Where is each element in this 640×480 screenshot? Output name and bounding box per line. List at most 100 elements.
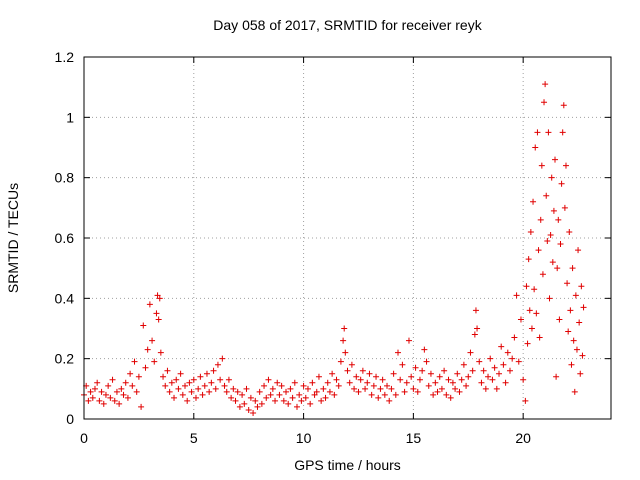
data-point xyxy=(541,99,548,106)
data-point xyxy=(146,301,153,308)
data-point xyxy=(272,397,279,404)
data-point xyxy=(456,388,463,395)
data-point xyxy=(560,102,567,109)
data-point xyxy=(565,328,572,335)
axis-ticks: 0 0.2 0.4 0.6 0.8 1 1.2 0 5 10 15 20 xyxy=(55,49,611,446)
data-point xyxy=(500,361,507,368)
data-point xyxy=(171,394,178,401)
data-point xyxy=(571,388,578,395)
data-point xyxy=(504,349,511,356)
data-point xyxy=(528,325,535,332)
data-point xyxy=(493,385,500,392)
data-point xyxy=(441,367,448,374)
data-point xyxy=(322,394,329,401)
data-point xyxy=(496,370,503,377)
data-point xyxy=(149,337,156,344)
data-point xyxy=(476,358,483,365)
data-point xyxy=(370,382,377,389)
data-point xyxy=(554,265,561,272)
data-point xyxy=(293,403,300,410)
data-point xyxy=(87,388,94,395)
data-point xyxy=(522,397,529,404)
data-point xyxy=(399,361,406,368)
data-point xyxy=(537,216,544,223)
data-point xyxy=(247,394,254,401)
data-point xyxy=(267,391,274,398)
data-point xyxy=(175,385,182,392)
data-point xyxy=(133,388,140,395)
x-tick-label: 20 xyxy=(515,430,531,446)
data-points xyxy=(81,81,587,416)
data-point xyxy=(423,358,430,365)
data-point xyxy=(567,307,574,314)
data-point xyxy=(542,81,549,88)
x-axis-label: GPS time / hours xyxy=(294,457,401,473)
data-point xyxy=(386,397,393,404)
data-point xyxy=(263,394,270,401)
data-point xyxy=(573,346,580,353)
data-point xyxy=(127,370,134,377)
data-point xyxy=(379,376,386,383)
data-point xyxy=(353,373,360,380)
data-point xyxy=(278,382,285,389)
data-point xyxy=(315,373,322,380)
data-point xyxy=(449,379,456,386)
data-point xyxy=(556,316,563,323)
data-point xyxy=(96,397,103,404)
data-point xyxy=(489,376,496,383)
data-point xyxy=(164,367,171,374)
data-point xyxy=(116,400,123,407)
data-point xyxy=(517,316,524,323)
data-point xyxy=(313,388,320,395)
data-point xyxy=(561,204,568,211)
x-tick-label: 0 xyxy=(80,430,88,446)
data-point xyxy=(513,292,520,299)
data-point xyxy=(89,394,96,401)
data-point xyxy=(539,271,546,278)
data-point xyxy=(162,382,169,389)
data-point xyxy=(311,391,318,398)
data-point xyxy=(548,174,555,181)
data-point xyxy=(154,292,161,299)
data-point xyxy=(458,376,465,383)
data-point xyxy=(206,388,213,395)
data-point xyxy=(335,382,342,389)
data-point xyxy=(395,349,402,356)
x-tick-label: 5 xyxy=(190,430,198,446)
data-point xyxy=(254,403,261,410)
data-point xyxy=(287,385,294,392)
data-point xyxy=(467,349,474,356)
data-point xyxy=(549,259,556,266)
data-point xyxy=(384,382,391,389)
data-point xyxy=(252,397,259,404)
data-point xyxy=(157,349,164,356)
data-point xyxy=(474,325,481,332)
data-point xyxy=(405,337,412,344)
data-point xyxy=(179,391,186,398)
data-point xyxy=(203,370,210,377)
data-point xyxy=(111,397,118,404)
data-point xyxy=(478,379,485,386)
data-point xyxy=(506,367,513,374)
data-point xyxy=(348,361,355,368)
data-point xyxy=(166,388,173,395)
data-point xyxy=(535,247,542,254)
data-point xyxy=(469,367,476,374)
data-point xyxy=(432,379,439,386)
grid-lines xyxy=(84,57,611,419)
data-point xyxy=(168,379,175,386)
data-point xyxy=(188,388,195,395)
data-point xyxy=(341,325,348,332)
data-point xyxy=(102,391,109,398)
data-point xyxy=(320,385,327,392)
y-tick-label: 0.6 xyxy=(55,230,75,246)
data-point xyxy=(236,403,243,410)
data-point xyxy=(210,367,217,374)
data-point xyxy=(463,382,470,389)
data-point xyxy=(485,373,492,380)
data-point xyxy=(443,391,450,398)
data-point xyxy=(98,388,105,395)
data-point xyxy=(219,355,226,362)
data-point xyxy=(190,376,197,383)
data-point xyxy=(430,391,437,398)
